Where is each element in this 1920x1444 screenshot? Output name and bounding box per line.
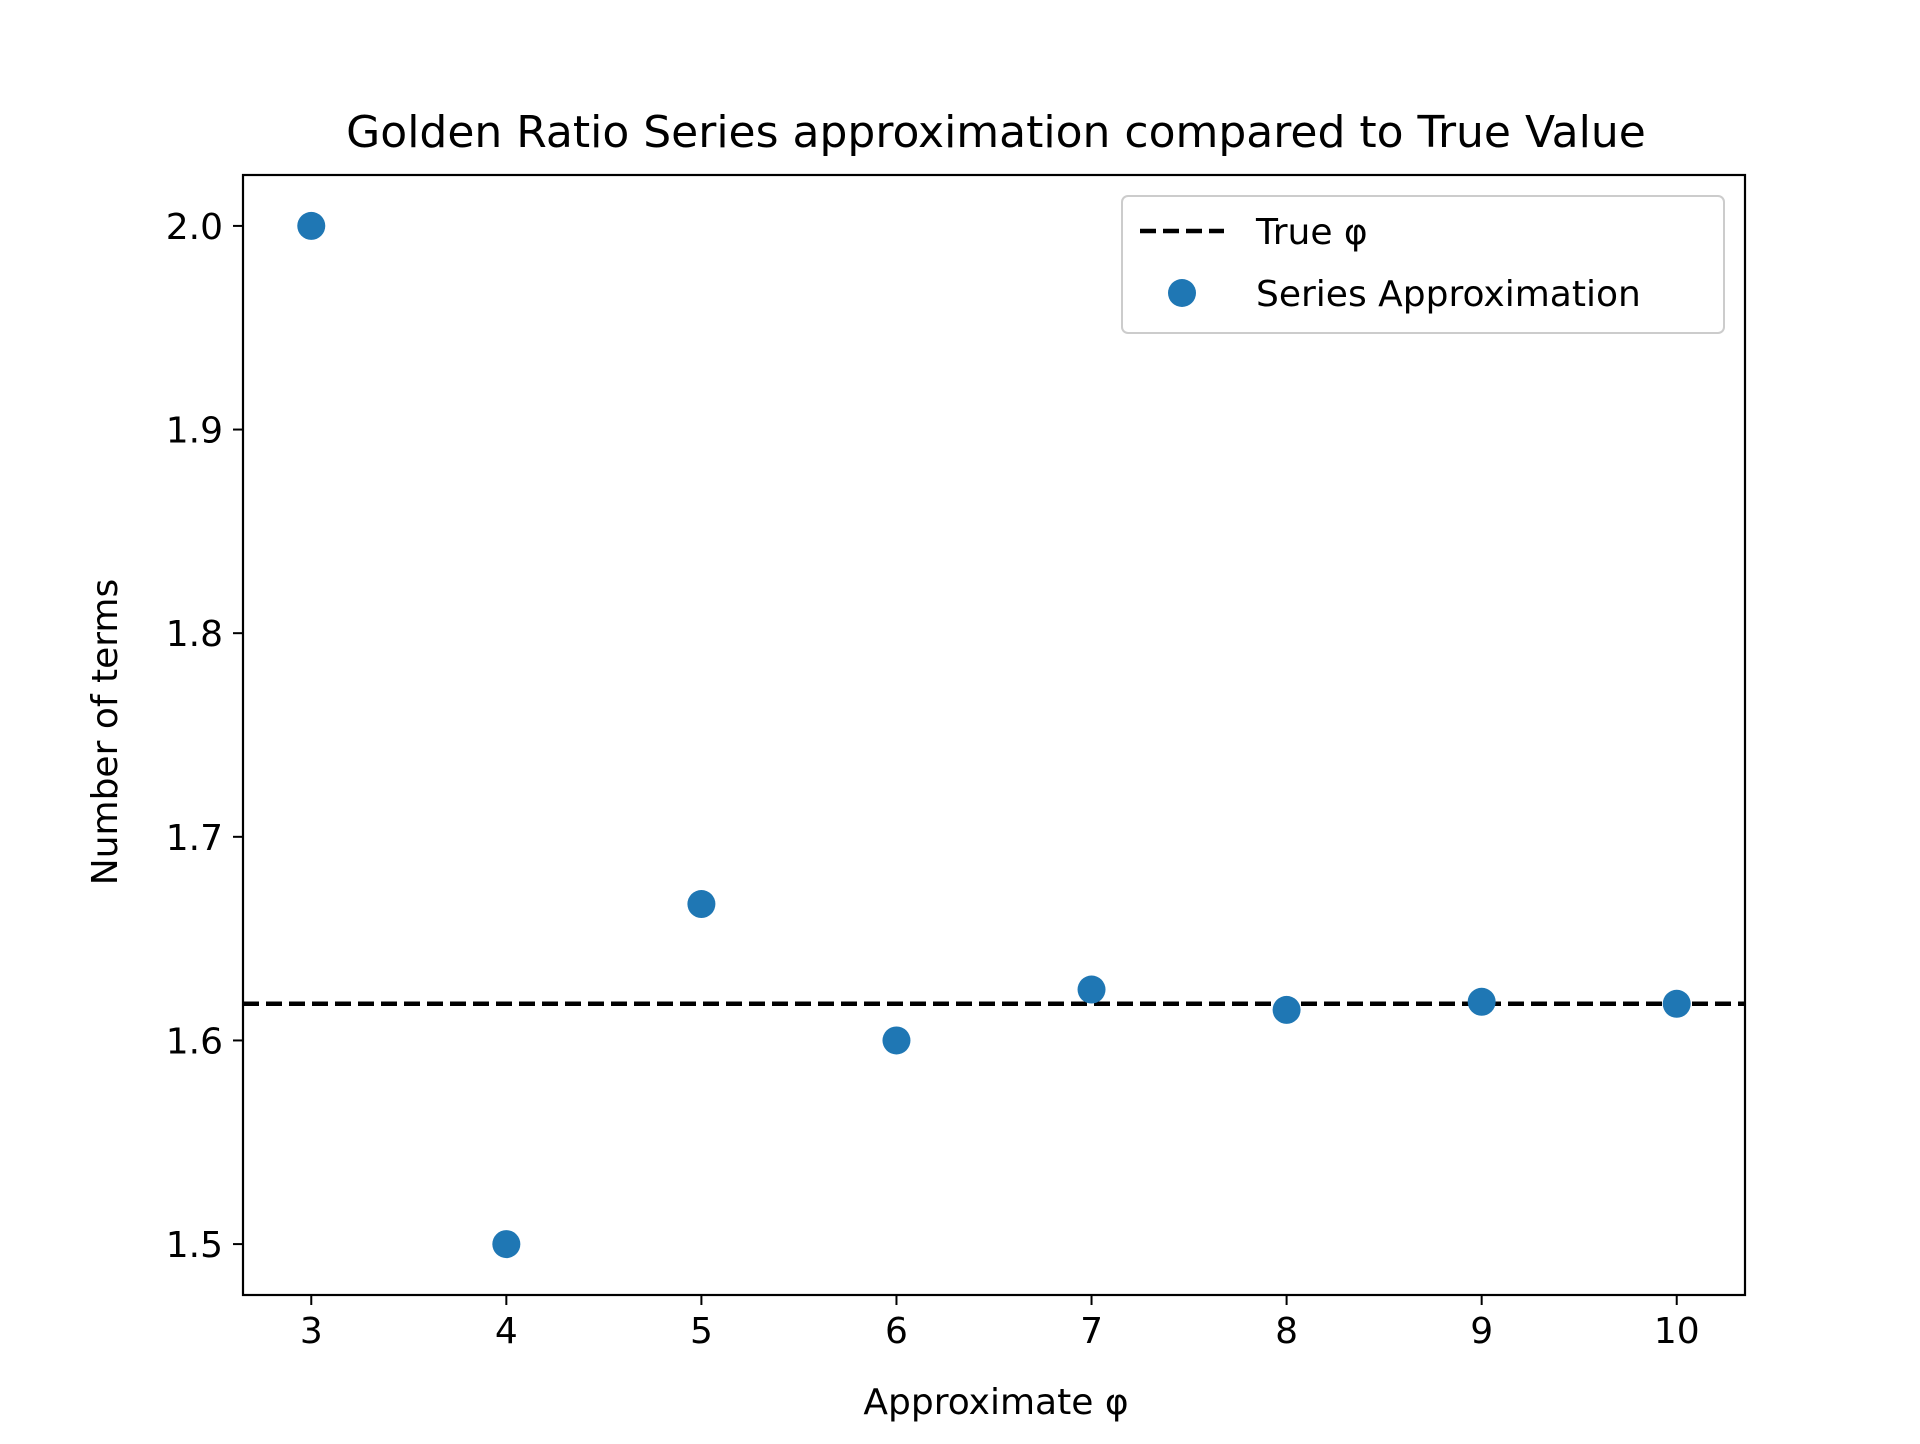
y-axis-label: Number of terms [85, 579, 126, 885]
x-tick-label: 3 [300, 1311, 323, 1352]
y-tick-label: 1.7 [166, 818, 223, 859]
data-point [1467, 987, 1496, 1016]
legend-entry-label: True φ [1255, 212, 1368, 253]
data-point [297, 211, 326, 240]
x-tick-label: 10 [1654, 1311, 1700, 1352]
data-point [1077, 975, 1106, 1004]
x-tick-label: 6 [885, 1311, 908, 1352]
legend-swatch-marker [1168, 279, 1196, 307]
data-point [882, 1026, 911, 1055]
y-tick-label: 2.0 [166, 207, 223, 248]
y-tick-label: 1.9 [166, 411, 223, 452]
x-tick-label: 4 [495, 1311, 518, 1352]
data-point [1662, 989, 1691, 1018]
legend: True φ Series Approximation [1121, 195, 1725, 334]
chart-title: Golden Ratio Series approximation compar… [346, 107, 1646, 158]
y-tick-label: 1.8 [166, 614, 223, 655]
axes-frame [241, 173, 1747, 1297]
legend-box [1121, 195, 1725, 334]
data-point [1272, 995, 1301, 1024]
y-tick-label: 1.5 [166, 1225, 223, 1266]
legend-entry-label: Series Approximation [1256, 274, 1641, 315]
x-tick-label: 5 [690, 1311, 713, 1352]
plot-area: 3 4 5 6 7 8 9 10 1.5 1.6 1.7 1.8 1.9 2.0 [166, 173, 1747, 1352]
x-tick-label: 9 [1470, 1311, 1493, 1352]
data-point [492, 1230, 521, 1259]
data-point [687, 890, 716, 919]
y-tick-label: 1.6 [166, 1021, 223, 1062]
x-tick-label: 7 [1080, 1311, 1103, 1352]
x-tick-label: 8 [1275, 1311, 1298, 1352]
x-axis-label: Approximate φ [863, 1382, 1128, 1423]
